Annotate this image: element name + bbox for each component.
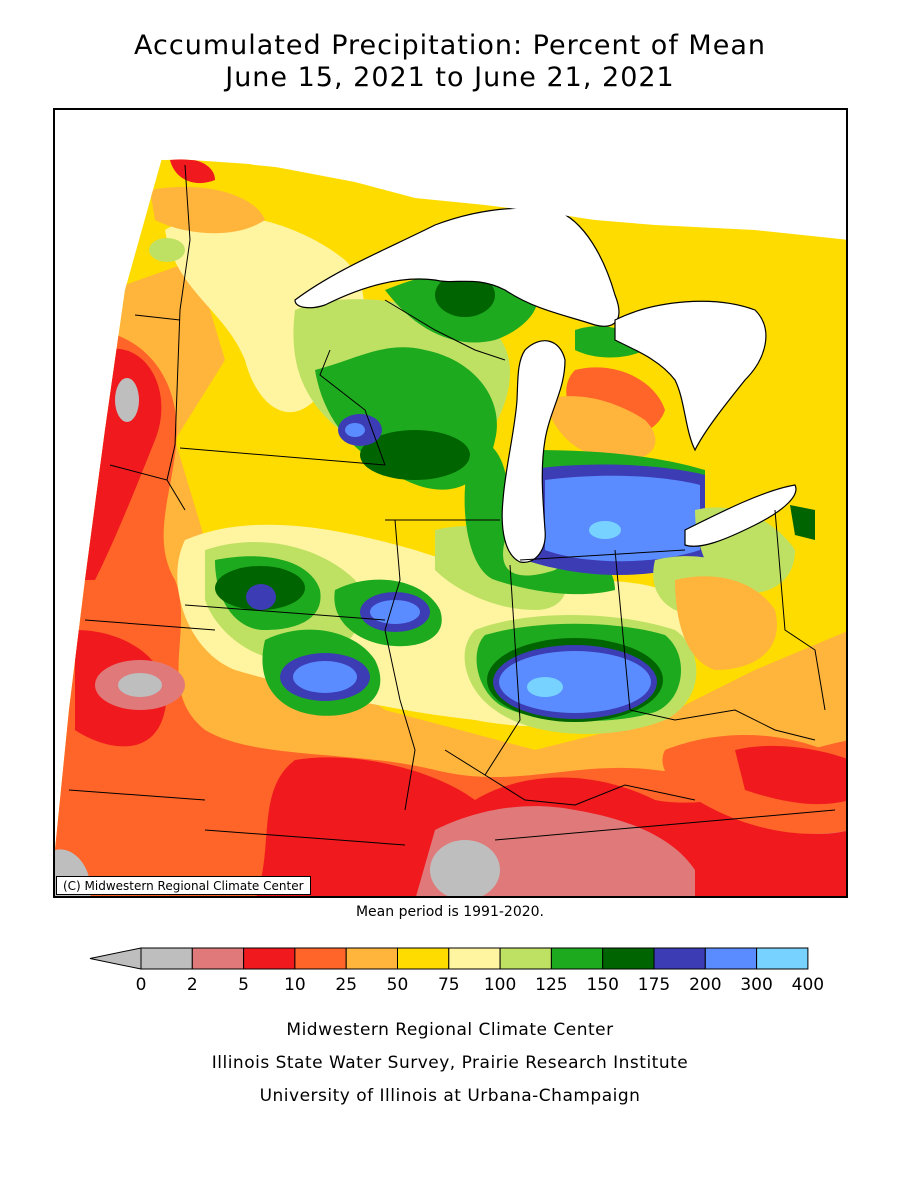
- border-mn-wi: [319, 349, 386, 466]
- field-wi-darkgreen: [360, 430, 470, 480]
- border-wi-up: [384, 299, 506, 361]
- credit-line-1: Midwestern Regional Climate Center: [286, 1020, 614, 1040]
- border-ia-il-river: [384, 519, 416, 811]
- field-il-cyan: [527, 677, 563, 697]
- border-ohio-river: [629, 709, 816, 741]
- border-mi-oh: [519, 549, 686, 561]
- legend-color-box: [653, 947, 706, 970]
- lake-michigan: [501, 340, 566, 563]
- field-northwest-red: [170, 158, 215, 184]
- border-oh-wv: [774, 509, 826, 711]
- field-missouri-grey: [118, 673, 162, 697]
- great-lakes: [55, 110, 846, 563]
- legend-tick-label: 75: [438, 975, 460, 995]
- credit-line-3: University of Illinois at Urbana-Champai…: [259, 1086, 641, 1106]
- legend-tick-label: 150: [586, 975, 618, 995]
- legend-under-arrow: [89, 947, 142, 970]
- title-line-2: June 15, 2021 to June 21, 2021: [225, 62, 675, 93]
- field-kentucky-grey: [430, 840, 500, 896]
- legend-color-box: [602, 947, 655, 970]
- legend-color-box: [345, 947, 399, 970]
- lake-superior: [294, 207, 620, 327]
- field-east-orange: [675, 576, 777, 670]
- border-sd-ne: [109, 464, 186, 511]
- field-west-grey: [115, 378, 139, 422]
- legend-tick-label: 25: [335, 975, 357, 995]
- border-ne-ks: [84, 619, 216, 631]
- color-legend: 0 2 5 10 25 50 75 100 125 150 175 200 300 400: [89, 947, 825, 995]
- credit-line-2: Illinois State Water Survey, Prairie Res…: [211, 1053, 689, 1073]
- precipitation-map: (C) Midwestern Regional Climate Center: [53, 108, 848, 898]
- field-northwest-orange: [150, 186, 265, 234]
- mean-period-note: Mean period is 1991-2020.: [355, 904, 545, 920]
- legend-tick-label: 175: [638, 975, 670, 995]
- legend-tick-label: 2: [187, 975, 198, 995]
- legend-tick-label: 400: [792, 975, 824, 995]
- legend-tick-label: 100: [484, 975, 516, 995]
- border-in-oh: [614, 549, 631, 711]
- field-lm-green: [464, 440, 615, 595]
- field-ia-e-blue: [370, 600, 420, 624]
- border-ks-ok: [68, 789, 206, 801]
- legend-tick-label: 10: [284, 975, 306, 995]
- legend-tick-label: 125: [535, 975, 567, 995]
- field-mn-blue: [345, 423, 365, 437]
- border-nd-sd: [134, 314, 181, 321]
- legend-tick-label: 300: [740, 975, 772, 995]
- upper-peninsula-land: [55, 110, 846, 240]
- field-il-blue: [499, 651, 651, 713]
- legend-color-boxes: [89, 947, 809, 970]
- field-west-orange: [55, 260, 846, 896]
- border-ia-mo: [184, 604, 386, 621]
- title-line-1: Accumulated Precipitation: Percent of Me…: [134, 30, 766, 61]
- legend-color-box: [499, 947, 552, 970]
- legend-color-box: [191, 947, 245, 970]
- field-iowa-navy: [246, 584, 276, 610]
- legend-tick-label: 200: [689, 975, 721, 995]
- field-up-darkgreen: [435, 273, 495, 317]
- border-mn-ia: [179, 447, 386, 466]
- border-mn-west: [166, 164, 191, 481]
- legend-color-box: [294, 947, 347, 970]
- lake-huron: [614, 300, 767, 452]
- legend-color-box: [448, 947, 501, 970]
- lake-erie: [684, 484, 797, 547]
- field-mi-lightorange: [545, 396, 656, 460]
- legend-color-box: [140, 947, 193, 970]
- legend-tick-label: 5: [238, 975, 249, 995]
- legend-color-box: [397, 947, 450, 970]
- field-ia-sw-blue: [293, 661, 357, 693]
- legend-tick-label: 0: [136, 975, 147, 995]
- field-nw-green: [149, 238, 185, 262]
- state-borders: [68, 164, 836, 846]
- field-mi-cyan: [589, 521, 621, 539]
- field-mi-blue: [545, 475, 700, 562]
- map-copyright: (C) Midwestern Regional Climate Center: [56, 876, 311, 895]
- border-il-ky: [444, 749, 696, 806]
- border-il-in: [484, 564, 521, 776]
- legend-tick-labels: 0 2 5 10 25 50 75 100 125 150 175 200 300 400: [136, 975, 825, 995]
- field-west-orange-2: [55, 328, 846, 896]
- legend-tick-label: 50: [387, 975, 409, 995]
- field-ky-red: [735, 745, 846, 805]
- border-ky-tn: [494, 809, 836, 841]
- legend-color-box: [756, 947, 809, 970]
- field-east-darkgreen: [790, 505, 815, 540]
- legend-color-box: [243, 947, 296, 970]
- legend-color-box: [704, 947, 758, 970]
- border-mo-ar: [204, 829, 406, 846]
- legend-color-box: [550, 947, 604, 970]
